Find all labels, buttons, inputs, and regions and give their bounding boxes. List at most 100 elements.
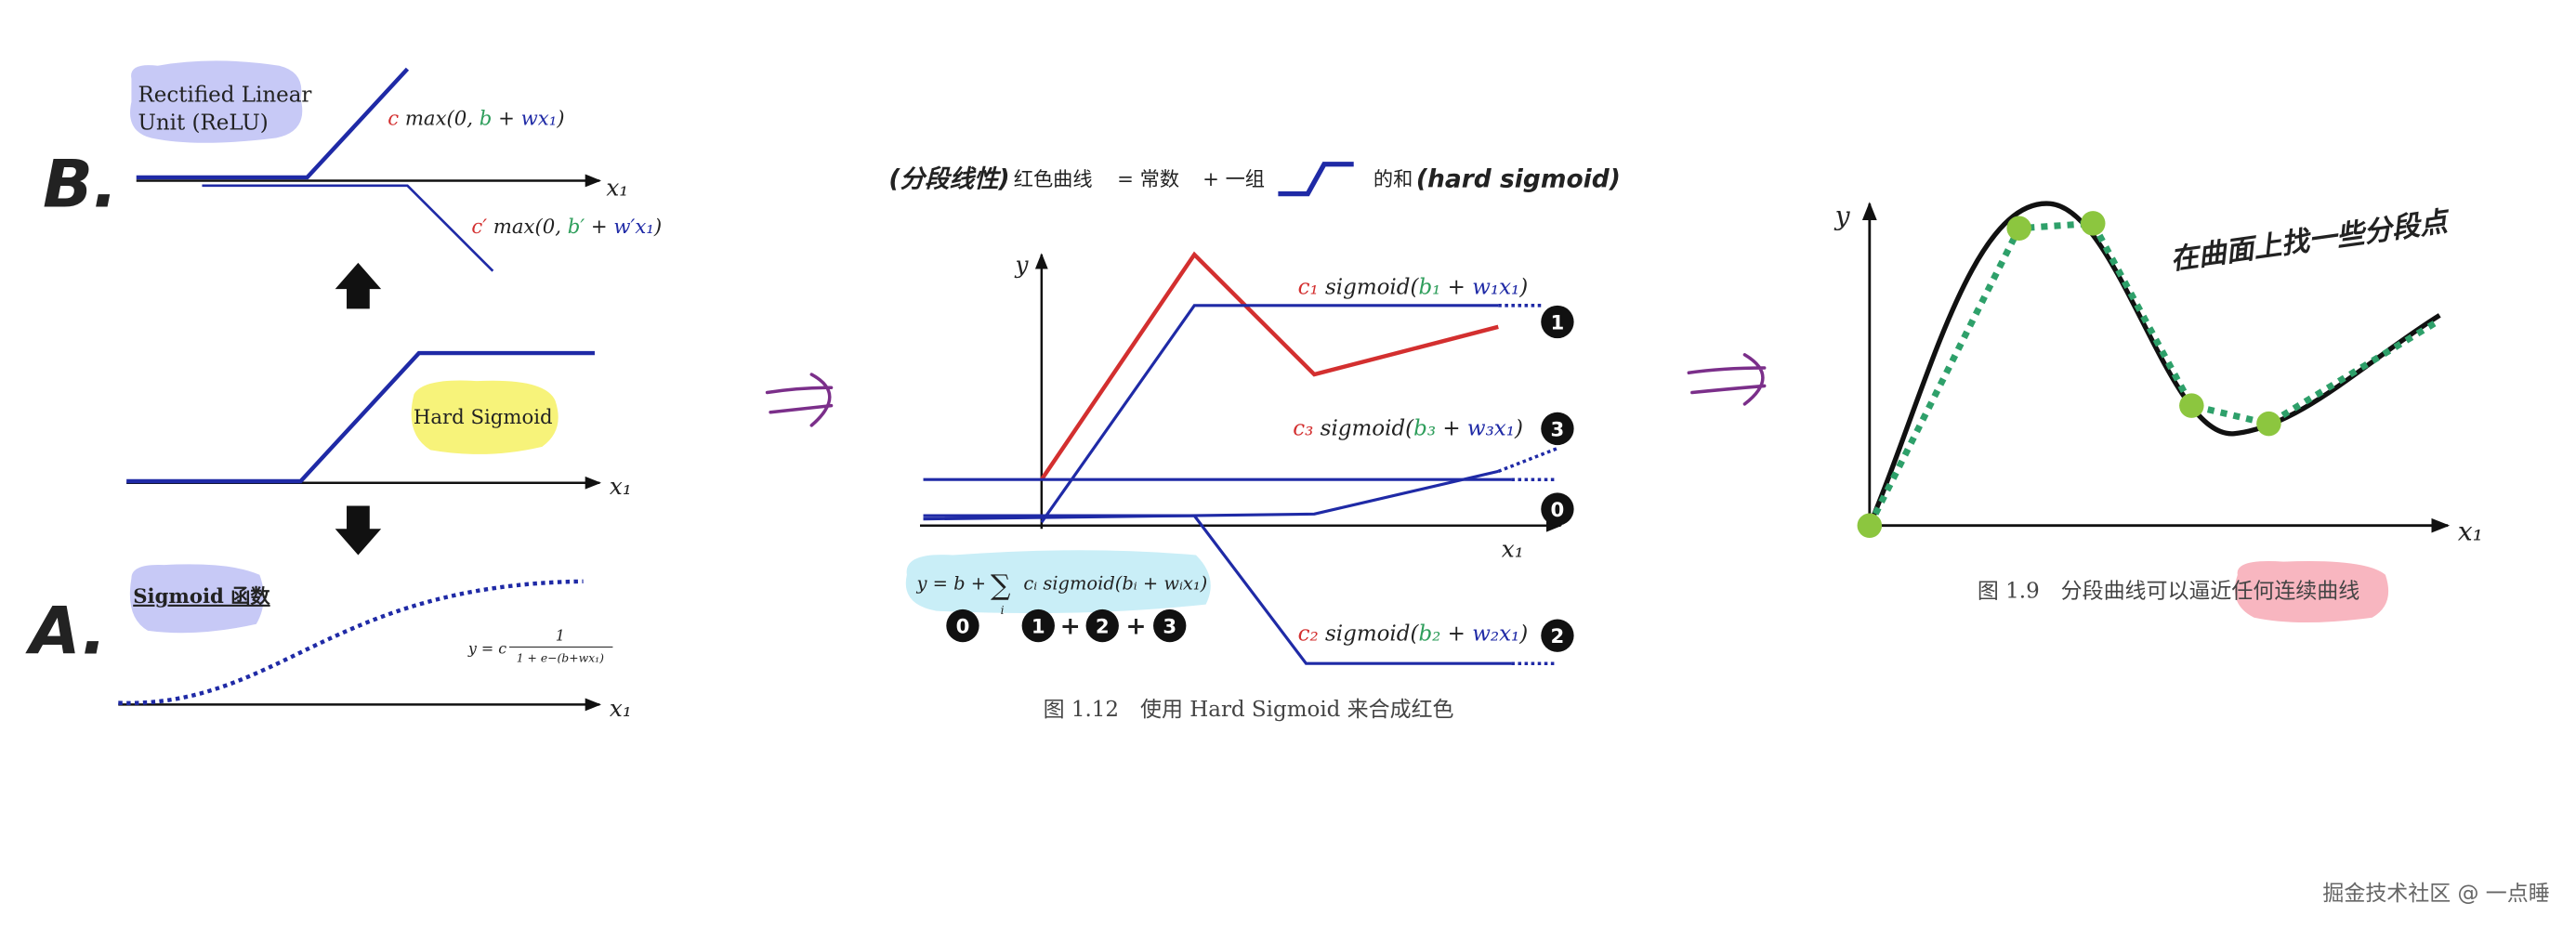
highlight bbox=[2234, 561, 2389, 623]
formula: cᵢ sigmoid(bᵢ + wᵢx₁) bbox=[1023, 573, 1207, 595]
formula-part: c′ bbox=[471, 216, 487, 239]
heading-note: (hard sigmoid) bbox=[1416, 165, 1621, 194]
formula-part: max(0, bbox=[399, 107, 480, 130]
implies-arrow bbox=[765, 373, 834, 427]
middle-panel: (分段线性) 红色曲线 = 常数 + 一组 的和 (hard sigmoid) … bbox=[888, 162, 1621, 722]
caption: 图 1.9 分段曲线可以逼近任何连续曲线 bbox=[1978, 579, 2359, 603]
point bbox=[1857, 513, 1883, 538]
formula: 1 + e−(b+wx₁) bbox=[517, 651, 604, 664]
number-marker bbox=[946, 608, 979, 643]
watermark: 掘金技术社区 @ 一点睡 bbox=[2322, 882, 2549, 906]
bubble bbox=[411, 380, 559, 454]
formula: c′ max(0, b′ + w′x₁) bbox=[471, 216, 662, 239]
number-label: 2 bbox=[1551, 625, 1565, 648]
axis-label: y bbox=[1833, 201, 1851, 231]
bubble-text: Sigmoid 函数 bbox=[133, 585, 270, 608]
formula-part: ) bbox=[1518, 622, 1528, 646]
number-label: 1 bbox=[1032, 616, 1045, 639]
bubble bbox=[129, 564, 264, 634]
formula-part: max(0, bbox=[487, 216, 568, 239]
formula: i bbox=[1001, 604, 1005, 617]
formula-part: b₃ bbox=[1413, 416, 1436, 440]
number-label: 0 bbox=[956, 616, 970, 639]
point bbox=[2006, 216, 2031, 241]
heading-text: 的和 bbox=[1373, 168, 1413, 191]
relu-panel: Rectified Linear Unit (ReLU) B. x₁ c max… bbox=[43, 60, 662, 309]
formula: 1 bbox=[556, 626, 565, 644]
axis-label: x₁ bbox=[2458, 517, 2483, 547]
axis-label: y bbox=[1015, 251, 1030, 278]
formula-part: c₂ bbox=[1298, 622, 1319, 646]
point bbox=[2256, 411, 2281, 437]
bubble bbox=[130, 60, 303, 143]
formula-part: c₃ bbox=[1293, 416, 1313, 440]
heading-text: 红色曲线 bbox=[1014, 168, 1093, 191]
axis-label: x₁ bbox=[610, 695, 632, 722]
caption: 图 1.12 使用 Hard Sigmoid 来合成红色 bbox=[1044, 698, 1454, 722]
point bbox=[2179, 393, 2204, 418]
number-marker bbox=[1085, 608, 1119, 643]
operator: + bbox=[1060, 611, 1081, 640]
handwritten-note: 在曲面上找一些分段点 bbox=[2168, 205, 2452, 277]
formula-part: sigmoid( bbox=[1319, 275, 1420, 299]
heading-note: (分段线性) bbox=[888, 165, 1009, 194]
formula-part: w₂x₁ bbox=[1472, 622, 1519, 646]
hard-sigmoid-panel: x₁ Hard Sigmoid bbox=[126, 350, 632, 556]
piecewise-line bbox=[1866, 219, 2442, 528]
formula-part: b₂ bbox=[1418, 622, 1440, 646]
formula-part: w′x₁ bbox=[613, 216, 653, 239]
formula-part: b bbox=[480, 107, 493, 130]
arrow-up bbox=[335, 262, 382, 309]
formula: c₃ sigmoid(b₃ + w₃x₁) bbox=[1293, 416, 1523, 440]
formula-part: wx₁ bbox=[521, 107, 558, 130]
formula-part: ) bbox=[653, 216, 662, 239]
section-label: B. bbox=[43, 146, 118, 223]
sigmoid-panel: A. Sigmoid 函数 x₁ y = c 1 1 + e−(b+wx₁) bbox=[25, 564, 632, 722]
implies-arrow bbox=[1687, 353, 1767, 406]
number-marker bbox=[1541, 619, 1574, 652]
number-label: 2 bbox=[1096, 616, 1110, 639]
number-marker bbox=[1541, 305, 1574, 339]
formula-part: c bbox=[388, 107, 399, 130]
formula: y = b + bbox=[915, 573, 986, 595]
axis-label: x₁ bbox=[606, 174, 628, 201]
sigmoid-2 bbox=[923, 514, 1512, 665]
section-label: A. bbox=[25, 593, 107, 670]
formula-part: + bbox=[1436, 416, 1467, 440]
formula-part: + bbox=[1440, 622, 1472, 646]
red-curve bbox=[1039, 251, 1499, 481]
formula-part: w₃x₁ bbox=[1467, 416, 1515, 440]
number-marker bbox=[1153, 608, 1187, 643]
right-panel: y x₁ 在曲面上找一些分段点 图 1.9 分段曲线可以逼近任何连续曲线 bbox=[1833, 201, 2483, 623]
number-marker bbox=[1541, 492, 1574, 526]
formula: c max(0, b + wx₁) bbox=[388, 107, 564, 130]
formula-part: + bbox=[1440, 275, 1472, 299]
number-label: 3 bbox=[1551, 418, 1565, 441]
axis-label: x₁ bbox=[610, 473, 632, 500]
number-label: 3 bbox=[1163, 616, 1176, 639]
formula: c₁ sigmoid(b₁ + w₁x₁) bbox=[1298, 275, 1529, 299]
sigmoid-curve bbox=[118, 579, 584, 705]
curve-markers: 1 3 0 2 bbox=[1541, 305, 1574, 652]
arrow-down bbox=[335, 505, 382, 556]
points bbox=[1857, 211, 2281, 538]
hard-sigmoid-icon bbox=[1278, 162, 1354, 197]
formula-part: ) bbox=[556, 107, 564, 130]
bubble-text: Unit (ReLU) bbox=[138, 111, 269, 136]
axis-label: x₁ bbox=[1502, 535, 1524, 562]
formula-part: b₁ bbox=[1418, 275, 1440, 299]
number-label: 1 bbox=[1551, 311, 1565, 334]
relu-line bbox=[136, 67, 410, 180]
formula-part: b′ bbox=[568, 216, 585, 239]
bubble-text: Hard Sigmoid bbox=[414, 406, 553, 429]
sigmoid-1 bbox=[1040, 304, 1499, 524]
formula-part: c₁ bbox=[1298, 275, 1319, 299]
formula-part: + bbox=[585, 216, 613, 239]
number-label: 0 bbox=[1551, 499, 1565, 522]
heading-text: + 一组 bbox=[1203, 168, 1265, 191]
formula-part: ) bbox=[1518, 275, 1528, 299]
formula-part: ) bbox=[1514, 416, 1523, 440]
bubble-text: Rectified Linear bbox=[138, 84, 312, 108]
formula: y = c bbox=[467, 640, 506, 658]
